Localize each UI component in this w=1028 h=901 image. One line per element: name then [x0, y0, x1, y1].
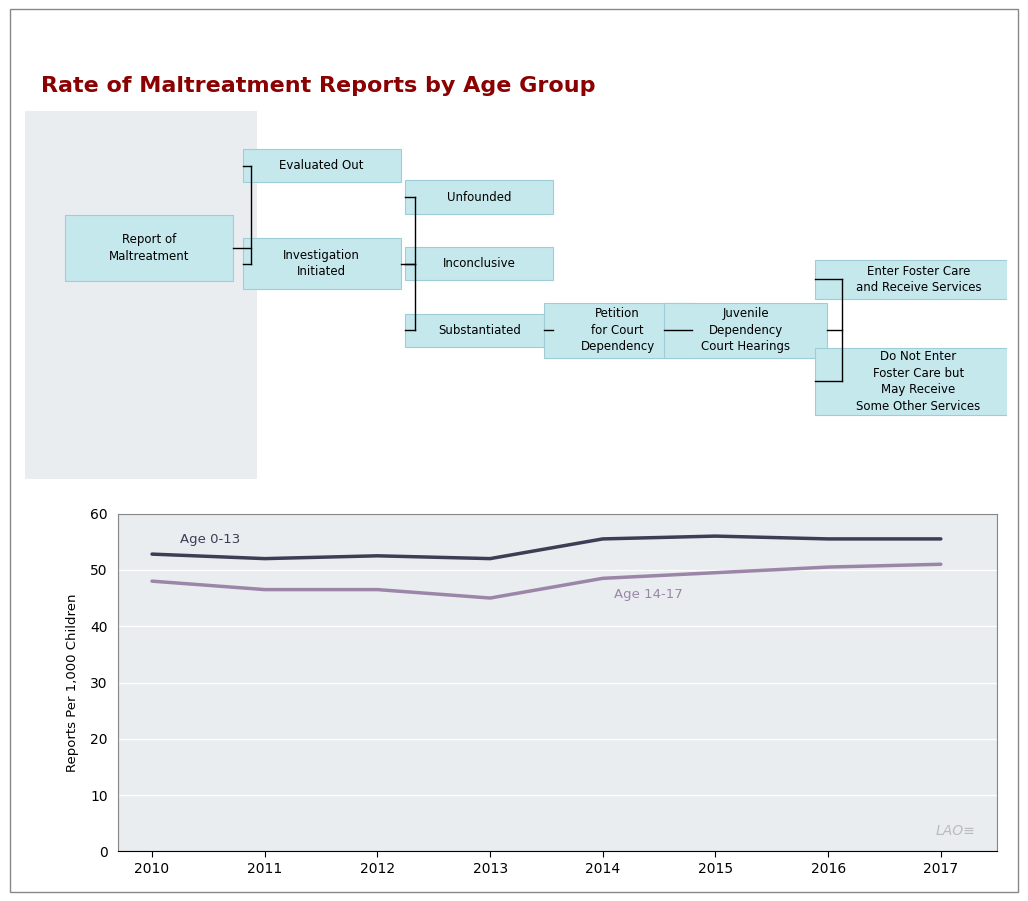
FancyBboxPatch shape [243, 149, 401, 182]
Text: Investigation
Initiated: Investigation Initiated [283, 249, 360, 278]
Bar [118, 514, 997, 851]
FancyBboxPatch shape [243, 238, 401, 289]
Text: Enter Foster Care
and Receive Services: Enter Foster Care and Receive Services [855, 265, 982, 294]
FancyBboxPatch shape [405, 180, 553, 214]
Text: Juvenile
Dependency
Court Hearings: Juvenile Dependency Court Hearings [701, 307, 791, 353]
FancyBboxPatch shape [544, 303, 692, 358]
Text: Do Not Enter
Foster Care but
May Receive
Some Other Services: Do Not Enter Foster Care but May Receive… [856, 350, 981, 413]
Text: LAO≡: LAO≡ [935, 824, 976, 838]
Text: Substantiated: Substantiated [438, 323, 521, 337]
FancyBboxPatch shape [405, 247, 553, 280]
Y-axis label: Reports Per 1,000 Children: Reports Per 1,000 Children [66, 593, 79, 772]
Text: Petition
for Court
Dependency: Petition for Court Dependency [581, 307, 655, 353]
FancyBboxPatch shape [815, 259, 1022, 299]
Text: Inconclusive: Inconclusive [443, 257, 516, 270]
Bar [26, 111, 257, 479]
Text: Figure 2: Figure 2 [30, 22, 101, 36]
Text: Rate of Maltreatment Reports by Age Group: Rate of Maltreatment Reports by Age Grou… [41, 76, 595, 96]
FancyBboxPatch shape [815, 348, 1022, 414]
Text: Age 0-13: Age 0-13 [180, 532, 241, 546]
Text: Report of
Maltreatment: Report of Maltreatment [109, 233, 189, 263]
FancyBboxPatch shape [664, 303, 828, 358]
Text: Age 14-17: Age 14-17 [614, 588, 683, 602]
Text: Evaluated Out: Evaluated Out [280, 159, 364, 172]
Text: Unfounded: Unfounded [447, 191, 512, 204]
FancyBboxPatch shape [405, 314, 553, 347]
FancyBboxPatch shape [65, 214, 232, 281]
